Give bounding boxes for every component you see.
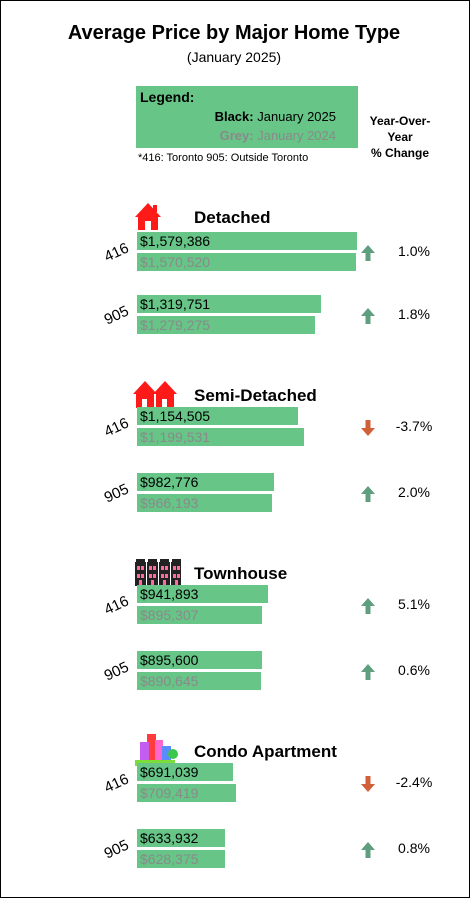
percent-change: 1.0% bbox=[398, 243, 430, 259]
semi-detached-house-icon bbox=[133, 381, 177, 408]
yoy-header-line-1: Year-Over-Year bbox=[369, 114, 431, 144]
bar-label-previous: $628,375 bbox=[140, 851, 199, 867]
bar-label-previous: $890,645 bbox=[140, 673, 199, 689]
legend-current-key: Black: bbox=[214, 109, 254, 124]
home-type-title: Condo Apartment bbox=[194, 742, 337, 761]
legend-previous-key: Grey: bbox=[219, 128, 254, 143]
percent-change: -2.4% bbox=[395, 774, 433, 790]
legend-box: Legend: Black: January 2025 Grey: Januar… bbox=[136, 86, 358, 148]
bar-current bbox=[137, 295, 321, 313]
detached-house-icon bbox=[135, 203, 161, 230]
bar-label-previous: $1,279,275 bbox=[140, 317, 211, 333]
arrow-up-icon bbox=[361, 842, 375, 858]
percent-change: -3.7% bbox=[395, 418, 433, 434]
bar-label-current: $1,154,505 bbox=[140, 408, 211, 424]
percent-change: 1.8% bbox=[398, 306, 430, 322]
bar-previous bbox=[137, 850, 225, 868]
townhouse-icon bbox=[135, 559, 181, 586]
legend-title: Legend: bbox=[140, 89, 195, 105]
bar-current bbox=[137, 763, 233, 781]
arrow-down-icon bbox=[361, 776, 375, 792]
chart-subtitle: (January 2025) bbox=[186, 49, 282, 65]
bar-current bbox=[137, 585, 268, 603]
bar-label-current: $982,776 bbox=[140, 474, 199, 490]
home-type-title: Townhouse bbox=[194, 564, 288, 583]
bar-label-current: $895,600 bbox=[140, 652, 199, 668]
bar-label-previous: $709,419 bbox=[140, 785, 199, 801]
bar-previous bbox=[137, 672, 261, 690]
bar-label-current: $691,039 bbox=[140, 764, 199, 780]
arrow-down-icon bbox=[361, 420, 375, 436]
legend-entry-current: Black: January 2025 bbox=[215, 109, 336, 124]
home-type-title: Detached bbox=[194, 208, 271, 227]
bar-previous bbox=[137, 428, 304, 446]
bar-label-current: $1,319,751 bbox=[140, 296, 211, 312]
footnote: *416: Toronto 905: Outside Toronto bbox=[138, 152, 309, 164]
bar-label-current: $941,893 bbox=[140, 586, 199, 602]
bar-current bbox=[137, 829, 225, 847]
bar-current bbox=[137, 232, 357, 250]
legend-entry-previous: Grey: January 2024 bbox=[220, 128, 336, 143]
legend-current-value: January 2025 bbox=[257, 109, 336, 124]
arrow-up-icon bbox=[361, 664, 375, 680]
bar-label-previous: $966,193 bbox=[140, 495, 199, 511]
bar-previous bbox=[137, 494, 272, 512]
percent-change: 2.0% bbox=[398, 484, 430, 500]
bar-label-previous: $1,199,531 bbox=[140, 429, 211, 445]
arrow-up-icon bbox=[361, 245, 375, 261]
percent-change: 0.6% bbox=[398, 662, 430, 678]
bar-label-previous: $1,570,520 bbox=[140, 254, 211, 270]
arrow-up-icon bbox=[361, 486, 375, 502]
bar-previous bbox=[137, 253, 356, 271]
bar-previous bbox=[137, 784, 236, 802]
bar-label-previous: $895,307 bbox=[140, 607, 199, 623]
bar-current bbox=[137, 651, 262, 669]
chart-title: Average Price by Major Home Type bbox=[67, 22, 401, 44]
bar-current bbox=[137, 473, 274, 491]
yoy-header: Year-Over-Year % Change bbox=[360, 113, 440, 161]
yoy-header-line-2: % Change bbox=[370, 146, 429, 160]
arrow-up-icon bbox=[361, 598, 375, 614]
arrow-up-icon bbox=[361, 308, 375, 324]
legend-previous-value: January 2024 bbox=[257, 128, 336, 143]
bar-current bbox=[137, 407, 298, 425]
percent-change: 0.8% bbox=[398, 840, 430, 856]
bar-previous bbox=[137, 606, 262, 624]
home-type-title: Semi-Detached bbox=[194, 386, 317, 405]
bar-label-current: $633,932 bbox=[140, 830, 199, 846]
percent-change: 5.1% bbox=[398, 596, 430, 612]
bar-previous bbox=[137, 316, 315, 334]
bar-label-current: $1,579,386 bbox=[140, 233, 211, 249]
